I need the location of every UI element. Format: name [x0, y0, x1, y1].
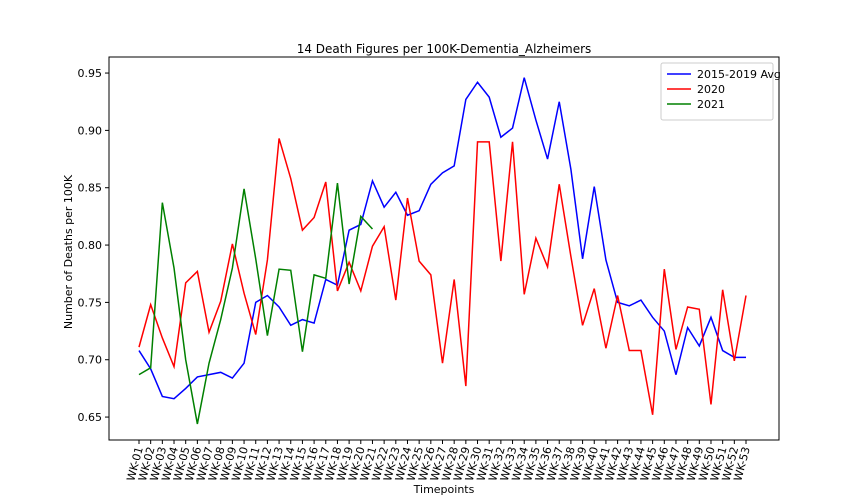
- series-line: [138, 183, 374, 425]
- y-tick-label: 0.65: [78, 411, 103, 424]
- legend-label: 2015-2019 Avg: [697, 68, 781, 81]
- y-tick-label: 0.80: [78, 239, 103, 252]
- y-tick-label: 0.70: [78, 354, 103, 367]
- y-axis-label: Number of Deaths per 100K: [62, 174, 75, 329]
- chart-title: 14 Death Figures per 100K-Dementia_Alzhe…: [297, 42, 592, 56]
- legend-box: [660, 62, 774, 121]
- series-line: [138, 138, 747, 415]
- y-tick-label: 0.95: [78, 67, 103, 80]
- y-tick-label: 0.75: [78, 296, 103, 309]
- legend-label: 2020: [697, 83, 725, 96]
- legend: 2015-2019 Avg 2020 2021: [660, 62, 781, 121]
- legend-label: 2021: [697, 98, 725, 111]
- x-axis-label: Timepoints: [413, 483, 475, 496]
- plot-frame: [108, 56, 780, 441]
- y-tick-label: 0.85: [78, 182, 103, 195]
- y-tick-label: 0.90: [78, 124, 103, 137]
- series-line: [138, 77, 746, 400]
